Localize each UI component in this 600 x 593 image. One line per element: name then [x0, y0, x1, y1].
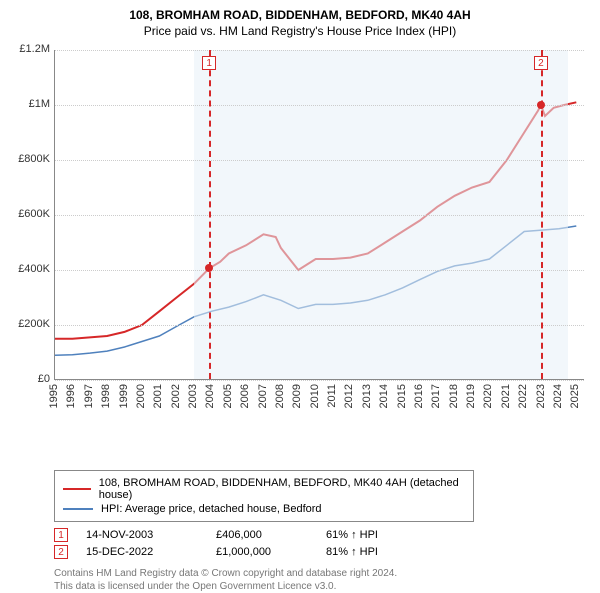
legend-label-hpi: HPI: Average price, detached house, Bedf…: [101, 503, 322, 515]
sales-table: 1 14-NOV-2003£406,00061% ↑ HPI 2 15-DEC-202…: [54, 528, 590, 559]
sale-row-pct: 81% ↑ HPI: [326, 546, 416, 558]
sale-row-date: 14-NOV-2003: [86, 529, 216, 541]
sale-marker-dot: [537, 101, 545, 109]
x-axis-label: 2021: [500, 384, 512, 408]
x-axis-label: 1997: [83, 384, 95, 408]
x-axis-label: 2000: [135, 384, 147, 408]
x-axis-label: 2006: [239, 384, 251, 408]
x-axis-label: 2019: [465, 384, 477, 408]
x-axis-label: 2008: [274, 384, 286, 408]
x-axis-label: 1996: [65, 384, 77, 408]
sale-row-marker: 1: [54, 528, 68, 542]
legend-row-hpi: HPI: Average price, detached house, Bedf…: [63, 503, 465, 515]
x-axis-label: 2025: [569, 384, 581, 408]
y-axis-label: £800K: [10, 153, 50, 165]
y-axis-label: £1.2M: [10, 43, 50, 55]
x-axis-label: 2012: [343, 384, 355, 408]
footer-note: Contains HM Land Registry data © Crown c…: [54, 567, 590, 593]
x-axis-label: 2009: [291, 384, 303, 408]
legend-swatch-property: [63, 488, 91, 490]
sale-row-pct: 61% ↑ HPI: [326, 529, 416, 541]
x-axis-label: 2007: [257, 384, 269, 408]
x-axis-label: 2015: [396, 384, 408, 408]
x-axis-label: 1999: [118, 384, 130, 408]
x-axis-label: 2024: [552, 384, 564, 408]
chart-subtitle: Price paid vs. HM Land Registry's House …: [10, 24, 590, 38]
x-axis-label: 2002: [170, 384, 182, 408]
legend-row-property: 108, BROMHAM ROAD, BIDDENHAM, BEDFORD, M…: [63, 477, 465, 501]
x-axis-label: 2014: [378, 384, 390, 408]
legend-swatch-hpi: [63, 508, 93, 510]
x-axis-label: 2003: [187, 384, 199, 408]
y-axis-label: £600K: [10, 208, 50, 220]
sale-marker-flag: 2: [534, 56, 548, 70]
x-axis-label: 2011: [326, 384, 338, 408]
x-axis-label: 2016: [413, 384, 425, 408]
sale-row: 1 14-NOV-2003£406,00061% ↑ HPI: [54, 528, 590, 542]
x-axis-label: 2001: [152, 384, 164, 408]
sale-marker-dot: [205, 264, 213, 272]
x-axis-label: 2013: [361, 384, 373, 408]
plot-region: 12: [54, 50, 584, 380]
chart-title: 108, BROMHAM ROAD, BIDDENHAM, BEDFORD, M…: [10, 8, 590, 22]
x-axis-label: 2023: [535, 384, 547, 408]
x-axis-label: 2018: [448, 384, 460, 408]
x-axis-label: 2022: [517, 384, 529, 408]
legend-label-property: 108, BROMHAM ROAD, BIDDENHAM, BEDFORD, M…: [99, 477, 465, 501]
x-axis-label: 1998: [100, 384, 112, 408]
sale-row-date: 15-DEC-2022: [86, 546, 216, 558]
legend: 108, BROMHAM ROAD, BIDDENHAM, BEDFORD, M…: [54, 470, 474, 522]
sale-row-price: £1,000,000: [216, 546, 326, 558]
sale-row-marker: 2: [54, 545, 68, 559]
x-axis-label: 1995: [48, 384, 60, 408]
x-axis-label: 2004: [204, 384, 216, 408]
sale-row: 2 15-DEC-2022£1,000,00081% ↑ HPI: [54, 545, 590, 559]
y-axis-label: £400K: [10, 263, 50, 275]
sale-marker-flag: 1: [202, 56, 216, 70]
x-axis-label: 2005: [222, 384, 234, 408]
sale-row-price: £406,000: [216, 529, 326, 541]
x-axis-label: 2017: [430, 384, 442, 408]
chart-area: 12 £0£200K£400K£600K£800K£1M£1.2M1995199…: [10, 46, 588, 426]
x-axis-label: 2020: [482, 384, 494, 408]
x-axis-label: 2010: [309, 384, 321, 408]
y-axis-label: £1M: [10, 98, 50, 110]
y-axis-label: £200K: [10, 318, 50, 330]
y-axis-label: £0: [10, 373, 50, 385]
